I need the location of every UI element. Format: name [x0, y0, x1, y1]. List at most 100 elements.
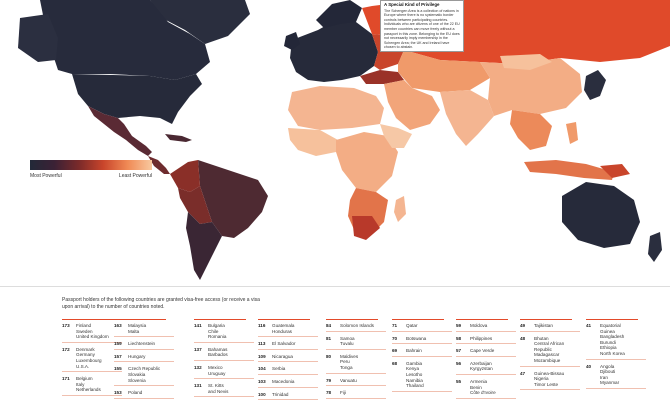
- visa-free-count: 79: [326, 377, 332, 383]
- country-list: Samoa Tuvalu: [340, 335, 355, 347]
- alaska: [18, 14, 58, 62]
- ranking-entry: 103 Macedonia: [258, 379, 318, 388]
- australia: [562, 182, 640, 248]
- west-africa: [288, 128, 338, 156]
- schengen-callout: A Special Kind of Privilege The Schengen…: [380, 0, 464, 52]
- visa-free-count: 70: [392, 335, 398, 341]
- country-list: Botswana: [406, 335, 427, 341]
- ranking-section: Passport holders of the following countr…: [0, 286, 670, 400]
- country-list: Vanuatu: [340, 377, 357, 383]
- ranking-entry: 137 Bahamas Barbados: [194, 347, 254, 361]
- ranking-entry: 55 Armenia Benin Côte d'Ivoire: [456, 379, 516, 399]
- country-list: Hungary: [128, 353, 146, 359]
- ranking-entry: 84 Solomon Islands: [326, 323, 386, 332]
- ranking-column: 116 Guatemala Honduras 113 El Salvador 109 Nic…: [258, 318, 320, 400]
- country-list: Cape Verde: [470, 348, 495, 354]
- mongolia: [500, 54, 552, 70]
- ranking-entry: 40 Angola Djibouti Iran Myanmar: [586, 364, 646, 389]
- visa-free-count: 41: [586, 323, 592, 328]
- country-list: Nicaragua: [272, 353, 293, 359]
- china: [480, 58, 582, 116]
- ranking-entry: 163 Malaysia Malta: [114, 323, 174, 338]
- country-list: Tajikistan: [534, 323, 553, 328]
- ranking-entry: 109 Nicaragua: [258, 354, 318, 363]
- japan-korea: [584, 70, 606, 100]
- ranking-column: 59 Moldova 58 Philippines 57 Cape Verde 56 Azer…: [456, 319, 518, 400]
- visa-free-count: 163: [114, 323, 122, 328]
- country-list: Bahamas Barbados: [208, 346, 228, 358]
- callout-title: A Special Kind of Privilege: [384, 2, 440, 7]
- visa-free-count: 48: [520, 335, 526, 341]
- country-list: Bulgaria Chile Romania: [208, 323, 227, 340]
- country-list: Bahrain: [406, 348, 422, 354]
- country-list: Liechtenstein: [128, 341, 156, 347]
- greenland: [150, 0, 250, 44]
- visa-free-count: 172: [62, 346, 70, 352]
- visa-free-count: 159: [114, 341, 122, 347]
- ranking-entry: 153 Poland: [114, 390, 174, 399]
- turkey: [360, 70, 404, 84]
- country-list: Malaysia Malta: [128, 323, 147, 334]
- country-list: Equatorial Guinea Bangladesh Burundi Ethiopi…: [600, 323, 625, 356]
- ranking-entry: 100 Trinidad: [258, 392, 318, 400]
- visa-free-count: 109: [258, 353, 266, 359]
- country-list: Fiji: [340, 390, 346, 396]
- chile-argentina: [186, 212, 222, 280]
- mexico: [88, 106, 152, 156]
- country-list: Gambia Kenya Lesotho Namibia Thailand: [406, 360, 424, 389]
- legend-label-least: Least Powerful: [118, 173, 152, 179]
- indonesia: [524, 160, 614, 180]
- ranking-entry: 131 St. Kitts and Nevis: [194, 383, 254, 398]
- visa-free-count: 137: [194, 346, 202, 352]
- ranking-entry: 172 Denmark Germany Luxembourg U.S.A.: [62, 346, 122, 373]
- caribbean: [165, 134, 192, 142]
- country-list: El Salvador: [272, 341, 296, 347]
- ranking-entry: 113 El Salvador: [258, 341, 318, 350]
- visa-free-count: 49: [520, 323, 526, 328]
- india: [440, 90, 494, 146]
- philippines: [566, 122, 578, 144]
- visa-free-count: 57: [456, 348, 462, 354]
- ranking-column: 71 Qatar 70 Botswana 69 Bahrain 68 Gambia Kenya L…: [392, 319, 454, 396]
- ranking-entry: 58 Philippines: [456, 336, 516, 345]
- country-list: Qatar: [406, 323, 418, 328]
- ranking-entry: 141 Bulgaria Chile Romania: [194, 323, 254, 343]
- ranking-entry: 104 Serbia: [258, 366, 318, 375]
- country-list: Macedonia: [272, 378, 295, 384]
- visa-free-count: 116: [258, 323, 266, 328]
- ranking-entry: 173 Finland Sweden United Kingdom: [62, 323, 122, 343]
- ranking-entry: 56 Azerbaijan Kyrgyzstan: [456, 361, 516, 375]
- visa-free-count: 81: [326, 335, 332, 341]
- visa-free-count: 100: [258, 391, 266, 397]
- country-list: Trinidad: [272, 391, 289, 397]
- visa-free-count: 131: [194, 383, 202, 389]
- visa-free-count: 173: [62, 323, 70, 328]
- madagascar: [394, 196, 406, 222]
- country-list: Denmark Germany Luxembourg U.S.A.: [76, 346, 102, 369]
- legend-label-most: Most Powerful: [30, 173, 62, 179]
- ranking-entry: 80 Maldives Peru Tonga: [326, 354, 386, 374]
- visa-free-count: 59: [456, 323, 462, 328]
- country-list: St. Kitts and Nevis: [208, 383, 229, 394]
- visa-free-count: 47: [520, 370, 526, 376]
- central-africa: [336, 132, 398, 192]
- ranking-entry: 159 Liechtenstein: [114, 341, 174, 350]
- ranking-column: 84 Solomon Islands 81 Samoa Tuvalu 80 Maldives…: [326, 319, 388, 400]
- ranking-entry: 71 Qatar: [392, 323, 452, 332]
- country-list: Maldives Peru Tonga: [340, 353, 359, 370]
- country-list: Finland Sweden United Kingdom: [76, 323, 109, 340]
- ranking-entry: 59 Moldova: [456, 323, 516, 332]
- country-list: Czech Republic Slovakia Slovenia: [128, 366, 161, 383]
- visa-free-count: 56: [456, 360, 462, 366]
- scandinavia: [316, 0, 362, 28]
- ranking-entry: 78 Fiji: [326, 390, 386, 399]
- ranking-entry: 157 Hungary: [114, 354, 174, 363]
- ranking-entry: 69 Bahrain: [392, 348, 452, 357]
- ranking-entry: 132 Mexico Uruguay: [194, 365, 254, 380]
- ranking-entry: 48 Bhutan Central African Republic Madagasca…: [520, 336, 580, 367]
- brazil: [198, 160, 268, 238]
- visa-free-count: 153: [114, 390, 122, 396]
- country-list: Azerbaijan Kyrgyzstan: [470, 360, 493, 372]
- country-list: Bhutan Central African Republic Madagascar M…: [534, 335, 565, 363]
- ranking-entry: 171 Belgium Italy Netherlands: [62, 376, 122, 396]
